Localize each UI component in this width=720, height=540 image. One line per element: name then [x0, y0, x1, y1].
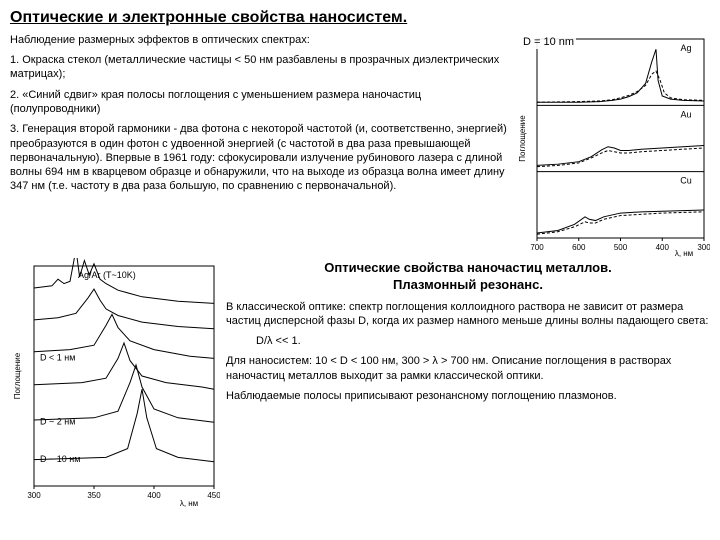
svg-text:D ~ 10 нм: D ~ 10 нм — [40, 454, 80, 464]
svg-text:D ~ 2 нм: D ~ 2 нм — [40, 416, 75, 426]
svg-text:300: 300 — [697, 243, 710, 252]
intro-text: Наблюдение размерных эффектов в оптическ… — [10, 33, 507, 47]
body3: Наблюдаемые полосы приписывают резонансн… — [226, 389, 710, 403]
svg-text:Au: Au — [680, 109, 691, 119]
svg-text:500: 500 — [614, 243, 628, 252]
body1: В классической оптике: спектр поглощения… — [226, 300, 710, 329]
point3: 3. Генерация второй гармоники - два фото… — [10, 122, 507, 193]
svg-text:D < 1 нм: D < 1 нм — [40, 352, 75, 362]
point1: 1. Окраска стекол (металлические частицы… — [10, 53, 507, 82]
point2: 2. «Синий сдвиг» края полосы поглощения … — [10, 88, 507, 117]
svg-text:Ag: Ag — [680, 43, 691, 53]
svg-text:400: 400 — [656, 243, 670, 252]
subtitle-line1: Оптические свойства наночастиц металлов. — [324, 260, 611, 275]
svg-text:600: 600 — [572, 243, 586, 252]
svg-text:450: 450 — [207, 491, 220, 500]
left-chart: 300 350 400 450 λ, нм Поглощение Ag/Ar (T~10K)… — [10, 258, 220, 508]
svg-text:Ag/Ar (T~10K): Ag/Ar (T~10K) — [78, 270, 136, 280]
svg-text:350: 350 — [87, 491, 101, 500]
body-column: Оптические свойства наночастиц металлов.… — [226, 258, 710, 508]
svg-text:Поглощение: Поглощение — [13, 352, 22, 399]
right-chart: D = 10 nm 700 600 500 400 300 λ, нм Поглощение… — [515, 33, 710, 258]
body1b: D/λ << 1. — [256, 334, 710, 348]
svg-text:Поглощение: Поглощение — [518, 115, 527, 162]
svg-text:700: 700 — [530, 243, 544, 252]
page-title: Оптические и электронные свойства наноси… — [10, 8, 710, 29]
svg-text:300: 300 — [27, 491, 41, 500]
svg-text:λ, нм: λ, нм — [675, 249, 693, 258]
d-note: D = 10 nm — [521, 35, 576, 49]
subtitle: Оптические свойства наночастиц металлов.… — [226, 260, 710, 294]
subtitle-line2: Плазмонный резонанс. — [393, 277, 543, 292]
svg-text:Cu: Cu — [680, 175, 692, 185]
svg-text:λ, нм: λ, нм — [180, 499, 198, 508]
svg-text:400: 400 — [147, 491, 161, 500]
body2: Для наносистем: 10 < D < 100 нм, 300 > λ… — [226, 354, 710, 383]
text-column: Наблюдение размерных эффектов в оптическ… — [10, 33, 507, 258]
